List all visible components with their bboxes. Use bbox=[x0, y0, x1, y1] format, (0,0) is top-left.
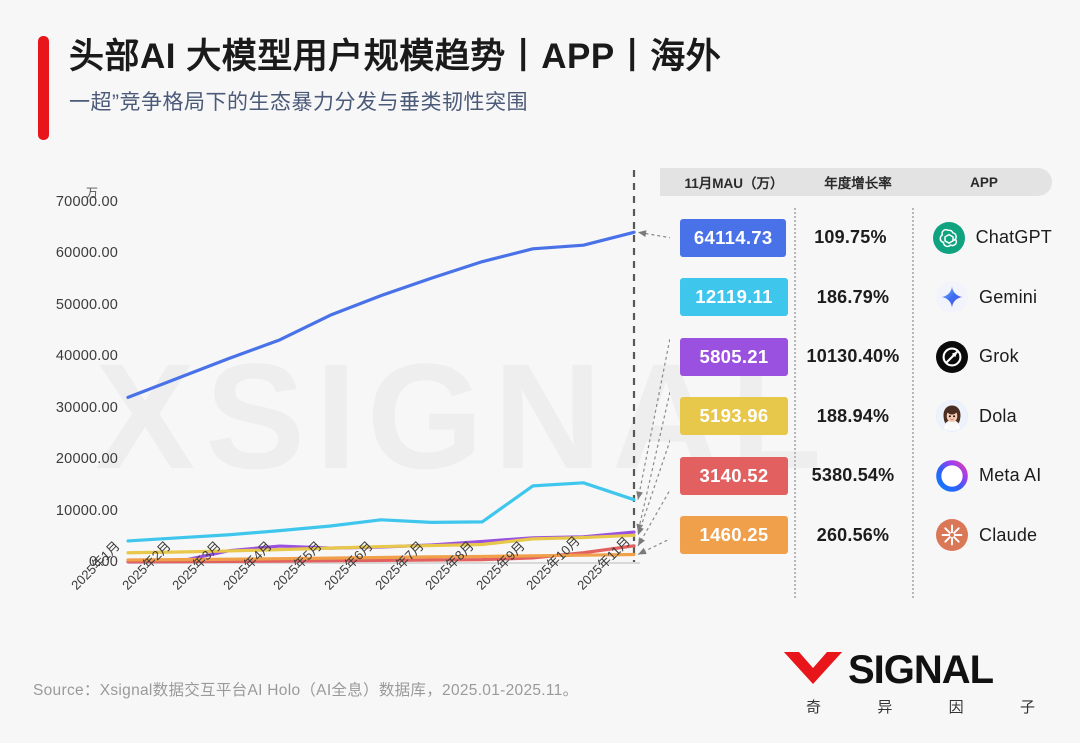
y-axis-unit: 万 bbox=[86, 186, 99, 200]
logo-cn-char-4: 子 bbox=[1019, 699, 1036, 716]
table-row[interactable]: 1460.25 260.56% Claude bbox=[660, 506, 1052, 566]
app-name-label: Gemini bbox=[979, 286, 1038, 307]
y-tick-label: 10000.00 bbox=[55, 502, 118, 519]
page-subtitle: 一超”竞争格局下的生态暴力分发与垂类韧性突围 bbox=[69, 91, 528, 115]
series-line-claude bbox=[126, 552, 636, 562]
table-row[interactable]: 12119.11 186.79% Gemini bbox=[660, 268, 1052, 328]
growth-rate-value: 109.75% bbox=[814, 227, 887, 248]
app-name-label: Grok bbox=[979, 346, 1019, 367]
line-chart: 万 0.00 10000.00 20000.00 30000.00 40000.00 50… bbox=[0, 160, 670, 640]
y-tick-label: 50000.00 bbox=[55, 296, 118, 313]
column-header-app: APP bbox=[970, 174, 998, 190]
y-tick-label: 60000.00 bbox=[55, 245, 118, 262]
table-row[interactable]: 3140.52 5380.54% Meta AI bbox=[660, 446, 1052, 506]
chatgpt-icon bbox=[932, 221, 965, 254]
mau-value-box: 3140.52 bbox=[680, 456, 788, 495]
gemini-icon bbox=[936, 281, 968, 314]
xsignal-logo: SIGNAL 奇 异 因 子 bbox=[782, 648, 1052, 717]
series-line-dola bbox=[126, 533, 636, 555]
y-tick-label: 0.00 bbox=[88, 554, 118, 570]
mau-value-box: 5805.21 bbox=[680, 337, 788, 376]
table-body: 64114.73 109.75% ChatGPT 12119.11 186.79% G… bbox=[660, 208, 1052, 598]
app-name-label: Claude bbox=[979, 524, 1038, 545]
app-cell: Grok bbox=[936, 340, 1019, 373]
mau-value-box: 1460.25 bbox=[680, 516, 788, 555]
connector-arrow-dola bbox=[637, 438, 670, 536]
mau-value-box: 5193.96 bbox=[680, 397, 788, 436]
connector-arrow-meta-ai bbox=[637, 488, 670, 547]
y-tick-label: 30000.00 bbox=[55, 399, 118, 416]
header-accent-bar bbox=[38, 36, 49, 140]
logo-chinese: 奇 异 因 子 bbox=[806, 696, 1036, 717]
logo-cn-char-1: 奇 bbox=[806, 699, 823, 716]
logo-cn-char-2: 异 bbox=[877, 699, 894, 716]
growth-rate-value: 260.56% bbox=[816, 524, 890, 545]
column-divider-2 bbox=[912, 208, 914, 598]
claude-icon bbox=[936, 519, 968, 552]
grok-icon bbox=[936, 340, 968, 373]
table-header-row: 11月MAU（万） 年度增长率 APP bbox=[660, 168, 1052, 196]
mau-value-box: 12119.11 bbox=[680, 278, 788, 317]
app-cell: Dola bbox=[936, 400, 1017, 433]
y-axis-tick-labels: 0.00 10000.00 20000.00 30000.00 40000.00 5000… bbox=[18, 160, 118, 580]
app-name-label: Meta AI bbox=[979, 465, 1042, 486]
meta-ai-icon bbox=[936, 459, 968, 492]
connector-arrow-claude bbox=[637, 538, 670, 556]
mau-value-box: 64114.73 bbox=[680, 218, 787, 257]
table-row[interactable]: 5805.21 10130.40% Grok bbox=[660, 327, 1052, 387]
series-line-chatgpt bbox=[126, 230, 636, 400]
column-divider-1 bbox=[794, 208, 796, 598]
page-title: 头部AI 大模型用户规模趋势丨APP丨海外 bbox=[69, 37, 722, 76]
table-row[interactable]: 5193.96 188.94% Dola bbox=[660, 387, 1052, 447]
dola-avatar-icon bbox=[936, 400, 968, 433]
connector-arrow-gemini bbox=[636, 335, 670, 500]
y-tick-label: 20000.00 bbox=[55, 451, 118, 468]
app-name-label: ChatGPT bbox=[975, 227, 1052, 248]
x-mark-icon bbox=[784, 652, 842, 684]
column-header-mau: 11月MAU（万） bbox=[684, 176, 784, 191]
y-tick-label: 40000.00 bbox=[55, 348, 118, 365]
logo-cn-char-3: 因 bbox=[948, 699, 965, 716]
table-row[interactable]: 64114.73 109.75% ChatGPT bbox=[660, 208, 1052, 268]
growth-rate-value: 186.79% bbox=[816, 286, 890, 307]
y-tick-label: 70000.00 bbox=[55, 194, 118, 210]
data-table: 11月MAU（万） 年度增长率 APP 64114.73 109.75% Chat… bbox=[660, 168, 1052, 598]
column-header-growth: 年度增长率 bbox=[824, 176, 892, 191]
app-cell: Claude bbox=[936, 519, 1038, 552]
growth-rate-value: 5380.54% bbox=[811, 465, 895, 486]
chart-plot-area bbox=[126, 170, 670, 564]
source-note: Source：Xsignal数据交互平台AI Holo（AI全息）数据库，202… bbox=[33, 682, 579, 699]
app-cell: ChatGPT bbox=[932, 221, 1052, 254]
app-cell: Gemini bbox=[936, 281, 1038, 314]
app-name-label: Dola bbox=[979, 405, 1017, 426]
logo-wordmark: SIGNAL bbox=[848, 648, 994, 692]
connector-arrow-chatgpt bbox=[637, 230, 670, 239]
growth-rate-value: 188.94% bbox=[816, 405, 890, 426]
growth-rate-value: 10130.40% bbox=[806, 346, 900, 367]
app-cell: Meta AI bbox=[936, 459, 1042, 492]
series-line-gemini bbox=[126, 481, 636, 543]
header: 头部AI 大模型用户规模趋势丨APP丨海外 一超”竞争格局下的生态暴力分发与垂类… bbox=[38, 36, 721, 140]
